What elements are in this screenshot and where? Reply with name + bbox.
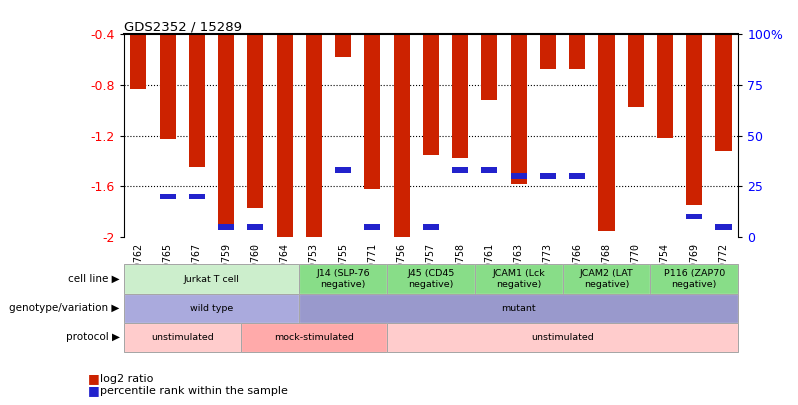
Text: GDS2352 / 15289: GDS2352 / 15289 [124,20,242,33]
Bar [598,34,614,230]
Text: percentile rank within the sample: percentile rank within the sample [100,386,287,396]
Bar [511,34,527,184]
Bar [247,224,263,230]
Bar [569,173,585,179]
Bar [306,34,322,237]
Bar [540,173,556,179]
Bar [686,214,702,220]
Bar [540,34,556,68]
Bar [335,167,351,173]
Bar [686,34,702,205]
Text: JCAM2 (LAT
negative): JCAM2 (LAT negative) [579,269,634,289]
Bar [657,34,673,138]
Bar [481,167,497,173]
Text: unstimulated: unstimulated [151,333,214,342]
Text: cell line ▶: cell line ▶ [68,274,120,284]
Bar [335,34,351,57]
Bar [218,224,234,230]
Text: log2 ratio: log2 ratio [100,374,153,384]
Text: wild type: wild type [190,304,233,313]
Text: genotype/variation ▶: genotype/variation ▶ [10,303,120,313]
Text: protocol ▶: protocol ▶ [65,333,120,342]
Bar [423,224,439,230]
Bar [716,224,732,230]
Text: ■: ■ [88,384,100,397]
Text: mock-stimulated: mock-stimulated [274,333,354,342]
Bar [716,34,732,151]
Bar [628,34,644,107]
Text: ■: ■ [88,372,100,385]
Text: P116 (ZAP70
negative): P116 (ZAP70 negative) [664,269,725,289]
Text: J45 (CD45
negative): J45 (CD45 negative) [407,269,455,289]
Text: unstimulated: unstimulated [531,333,594,342]
Bar [130,34,146,89]
Bar [452,34,468,158]
Bar [452,167,468,173]
Bar [247,34,263,208]
Bar [160,194,176,199]
Text: mutant: mutant [501,304,536,313]
Text: Jurkat T cell: Jurkat T cell [184,275,239,284]
Bar [569,34,585,68]
Bar [189,34,205,167]
Bar [218,34,234,227]
Bar [189,194,205,199]
Bar [511,173,527,179]
Bar [277,34,293,237]
Bar [393,34,409,237]
Text: J14 (SLP-76
negative): J14 (SLP-76 negative) [316,269,370,289]
Text: JCAM1 (Lck
negative): JCAM1 (Lck negative) [492,269,545,289]
Bar [365,224,381,230]
Bar [160,34,176,139]
Bar [481,34,497,100]
Bar [365,34,381,189]
Bar [423,34,439,155]
